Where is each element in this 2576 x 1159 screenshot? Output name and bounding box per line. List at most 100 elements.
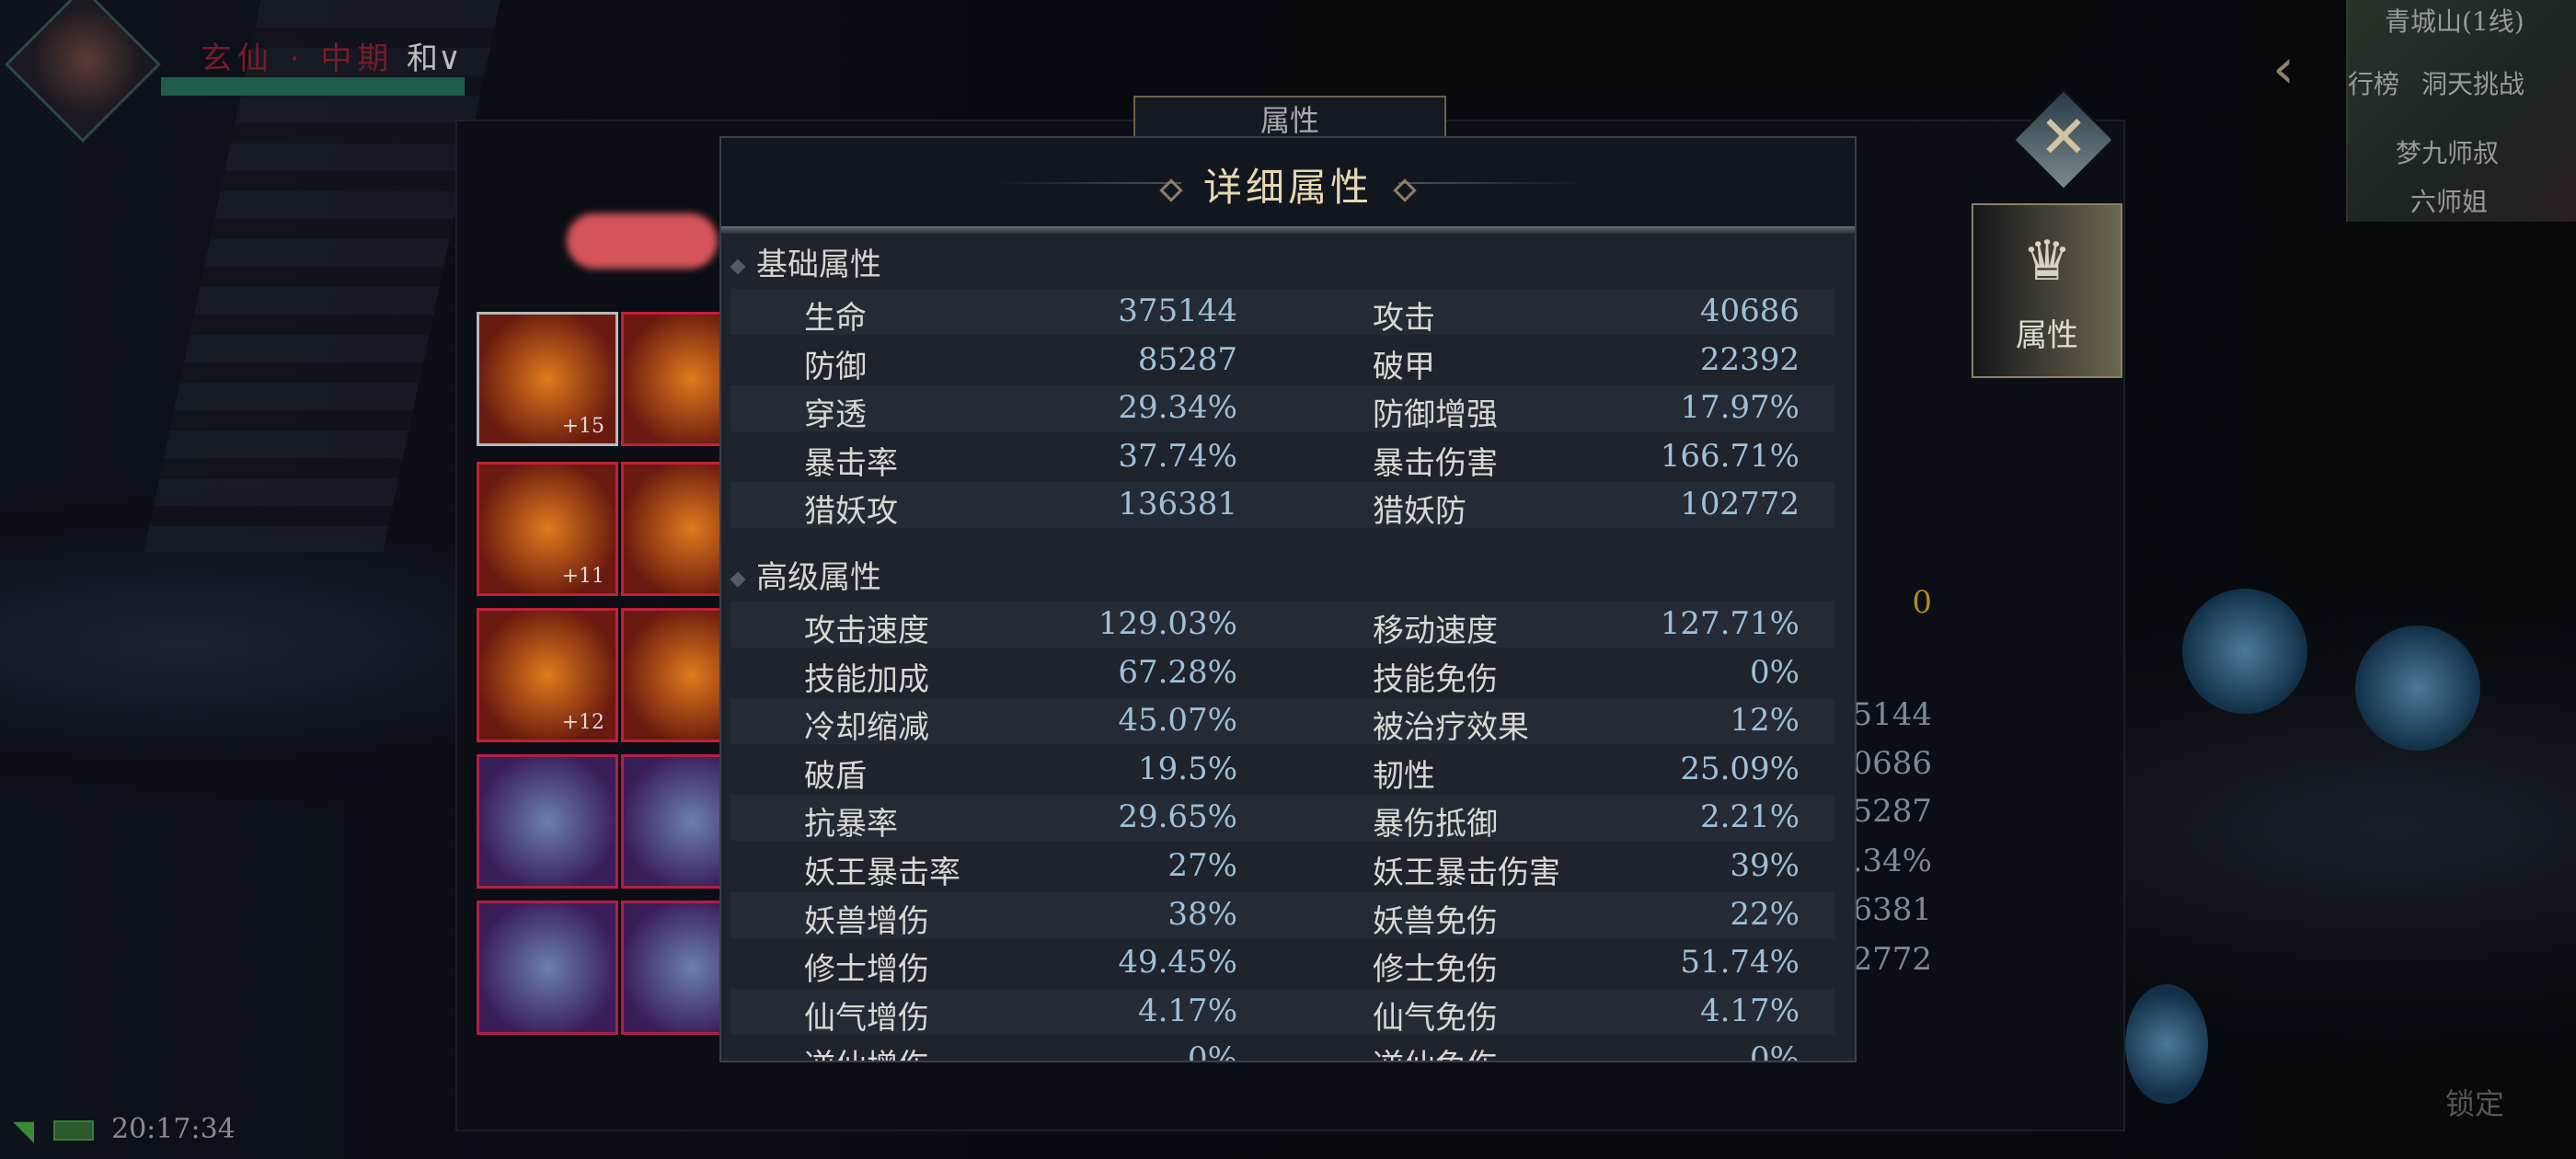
attribute-value: 40686 bbox=[1699, 293, 1800, 329]
battery-icon bbox=[53, 1120, 94, 1141]
attribute-row: 仙气增伤 4.17% 仙气免伤 4.17% bbox=[730, 988, 1834, 1037]
attribute-value: 129.03% bbox=[1098, 605, 1237, 642]
minimap-ranking-link[interactable]: 行榜 bbox=[2348, 69, 2400, 99]
diamond-ornament-icon bbox=[1393, 178, 1417, 202]
attribute-label: 暴击伤害 bbox=[1373, 444, 1498, 482]
minimap-location: 青城山(1线) bbox=[2385, 6, 2524, 37]
attribute-value: .34% bbox=[1852, 843, 1932, 879]
attribute-value: 17.97% bbox=[1680, 389, 1800, 426]
diamond-ornament-icon bbox=[1159, 178, 1183, 202]
attribute-row: 生命 375144 攻击 40686 bbox=[730, 289, 1834, 337]
section-header: 基础属性 bbox=[730, 239, 881, 284]
close-x-icon[interactable]: ✕ bbox=[2039, 104, 2088, 172]
skill-button[interactable] bbox=[2182, 589, 2307, 714]
player-realm: 玄仙 · 中期 bbox=[201, 40, 395, 77]
attribute-label: 修士免伤 bbox=[1373, 951, 1498, 989]
equipment-slot[interactable] bbox=[477, 901, 618, 1035]
wifi-icon: ◥ bbox=[13, 1115, 35, 1147]
attribute-value: 29.34% bbox=[1118, 389, 1237, 426]
attribute-label: 破盾 bbox=[804, 757, 867, 795]
attribute-value: 2.21% bbox=[1699, 798, 1800, 836]
attribute-value: 29.65% bbox=[1118, 798, 1237, 836]
attribute-value: 19.5% bbox=[1137, 750, 1237, 787]
minimap-challenge-link[interactable]: 洞天挑战 bbox=[2421, 69, 2525, 99]
attribute-value: 38% bbox=[1167, 895, 1237, 933]
helmet-icon: ♛ bbox=[2022, 229, 2072, 293]
attribute-label: 妖兽增伤 bbox=[804, 902, 929, 940]
attribute-value: 0% bbox=[1750, 653, 1800, 691]
attribute-label: 仙气免伤 bbox=[1373, 999, 1498, 1037]
attribute-label: 妖兽免伤 bbox=[1373, 902, 1498, 940]
pk-mode-dropdown[interactable]: 和∨ bbox=[407, 40, 461, 77]
attribute-label: 防御 bbox=[804, 348, 867, 385]
attribute-value: 0% bbox=[1750, 1040, 1800, 1062]
equipment-level: +15 bbox=[561, 415, 604, 438]
attribute-label: 防御增强 bbox=[1373, 396, 1498, 433]
attribute-value: 0% bbox=[1188, 1040, 1237, 1062]
attribute-value: 166.71% bbox=[1660, 437, 1800, 475]
panel-title-text: 详细属性 bbox=[1202, 165, 1373, 210]
equipment-slot[interactable] bbox=[477, 754, 618, 889]
attribute-row: 抗暴率 29.65% 暴伤抵御 2.21% bbox=[730, 795, 1834, 843]
equipment-slot[interactable]: +12 bbox=[477, 608, 618, 742]
attribute-value: 4.17% bbox=[1137, 992, 1237, 1029]
attribute-row: 暴击率 37.74% 暴击伤害 166.71% bbox=[730, 434, 1834, 482]
attribute-row: 防御 85287 破甲 22392 bbox=[730, 338, 1834, 385]
panel-title: 详细属性 bbox=[721, 156, 1855, 212]
minimap[interactable]: 青城山(1线) 行榜 洞天挑战 梦九师叔 六师姐 bbox=[2346, 0, 2576, 222]
attribute-value: 49.45% bbox=[1118, 944, 1237, 981]
attribute-label: 技能免伤 bbox=[1373, 660, 1498, 698]
divider bbox=[721, 226, 1855, 234]
attribute-value: 51.74% bbox=[1680, 944, 1800, 981]
collapse-chevron-icon[interactable]: ‹ bbox=[2272, 37, 2294, 101]
diamond-bullet-icon bbox=[730, 258, 746, 275]
attribute-value: 22% bbox=[1730, 895, 1800, 933]
attribute-label: 逆仙免伤 bbox=[1373, 1040, 1498, 1061]
side-tab-attributes[interactable]: ♛ 属性 bbox=[1972, 203, 2122, 378]
attribute-value: 102772 bbox=[1680, 486, 1800, 522]
attribute-row: 冷却缩减 45.07% 被治疗效果 12% bbox=[730, 698, 1834, 747]
attribute-label: 修士增伤 bbox=[804, 951, 929, 989]
attribute-value: 27% bbox=[1167, 847, 1237, 884]
skill-button[interactable] bbox=[2125, 984, 2208, 1104]
attribute-value: 136381 bbox=[1118, 486, 1237, 522]
attribute-label: 技能加成 bbox=[804, 660, 929, 698]
attribute-value: 22392 bbox=[1699, 340, 1800, 378]
attribute-row: 穿透 29.34% 防御增强 17.97% bbox=[730, 385, 1834, 433]
attribute-label: 移动速度 bbox=[1373, 613, 1498, 649]
equipment-slot[interactable]: +11 bbox=[477, 462, 618, 596]
attribute-value: 85287 bbox=[1137, 340, 1237, 378]
attribute-label: 仙气增伤 bbox=[804, 999, 929, 1037]
attribute-label: 逆仙增伤 bbox=[804, 1040, 929, 1061]
lock-target-button[interactable]: 锁定 bbox=[2445, 1086, 2505, 1121]
section-header-text: 基础属性 bbox=[756, 247, 881, 283]
attribute-label: 生命 bbox=[804, 300, 867, 337]
diamond-bullet-icon bbox=[730, 571, 746, 588]
equipment-level: +11 bbox=[561, 565, 604, 588]
equipment-slot[interactable]: +15 bbox=[477, 312, 618, 446]
divider bbox=[997, 182, 1181, 184]
attribute-row: 妖王暴击率 27% 妖王暴击伤害 39% bbox=[730, 843, 1834, 891]
attribute-label: 暴伤抵御 bbox=[1373, 806, 1498, 843]
attribute-label: 妖王暴击率 bbox=[804, 855, 960, 891]
attribute-value: 45.07% bbox=[1118, 702, 1237, 740]
attribute-label: 攻击 bbox=[1373, 300, 1435, 337]
attribute-row: 逆仙增伤 0% 逆仙免伤 0% bbox=[730, 1037, 1834, 1062]
attribute-label: 猎妖防 bbox=[1373, 493, 1466, 530]
section-header-text: 高级属性 bbox=[756, 559, 881, 596]
attribute-value: 12% bbox=[1730, 702, 1800, 740]
attribute-value: 37.74% bbox=[1118, 437, 1237, 475]
skill-button[interactable] bbox=[2355, 625, 2480, 751]
attribute-value: 375144 bbox=[1118, 293, 1237, 329]
attribute-label: 韧性 bbox=[1373, 757, 1435, 795]
gold-value: 0 bbox=[1912, 584, 1932, 621]
equipment-level: +12 bbox=[561, 711, 604, 734]
attribute-value: 4.17% bbox=[1699, 992, 1800, 1029]
attribute-label: 被治疗效果 bbox=[1373, 709, 1529, 747]
side-tab-label: 属性 bbox=[2016, 317, 2078, 354]
section-header: 高级属性 bbox=[730, 552, 881, 597]
attribute-label: 穿透 bbox=[804, 396, 867, 433]
attribute-label: 攻击速度 bbox=[804, 613, 929, 649]
attribute-value: 25.09% bbox=[1680, 750, 1800, 787]
attribute-label: 抗暴率 bbox=[804, 806, 898, 843]
